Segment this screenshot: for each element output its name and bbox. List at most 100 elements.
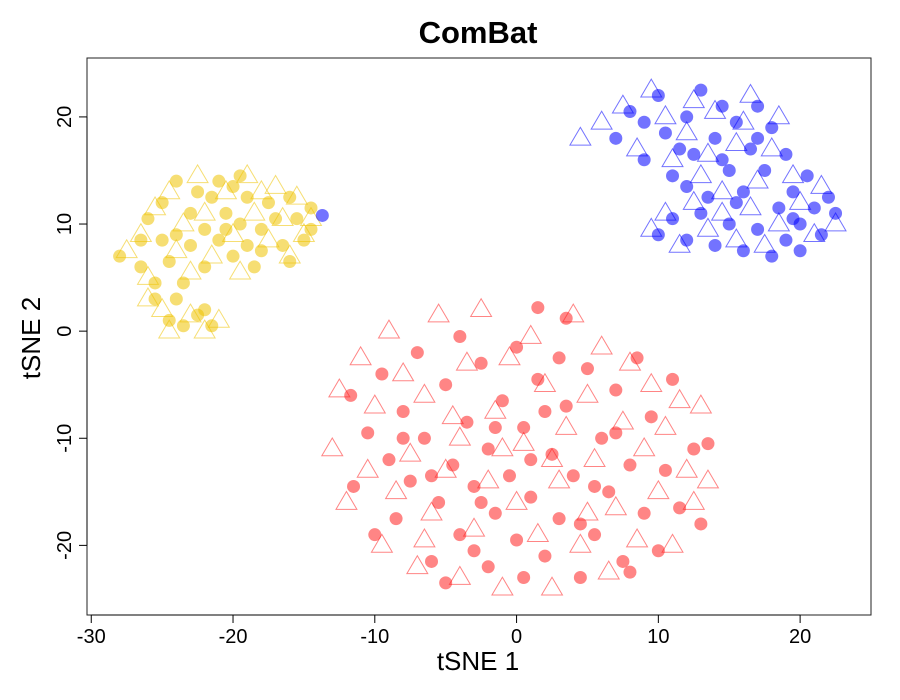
series-1-triangle-point-22	[654, 201, 677, 221]
series-2-triangle-point-18	[455, 351, 479, 371]
series-0-circle-point-2	[141, 212, 155, 226]
series-1-triangle-point-30	[767, 212, 791, 232]
series-1-triangle-point-21	[639, 217, 663, 237]
series-1-circle-point-32	[694, 206, 708, 220]
series-2-circle-point-37	[573, 571, 587, 585]
series-1-circle-point-8	[687, 147, 701, 161]
series-1-circle-point-43	[751, 131, 765, 145]
series-1-triangle-point-2	[611, 94, 635, 114]
series-1-triangle-point-8	[689, 163, 713, 184]
y-tick-label-0: -20	[54, 531, 76, 560]
series-2-circle-point-57	[439, 576, 453, 590]
series-0-triangle-point-2	[136, 265, 160, 285]
series-1-triangle-point-31	[682, 88, 706, 109]
series-2-circle-point-21	[481, 442, 495, 456]
series-2-triangle-point-10	[398, 442, 422, 462]
series-1-circle-point-9	[694, 83, 708, 97]
series-2-triangle-point-36	[583, 447, 606, 468]
series-0-circle-point-13	[183, 238, 197, 252]
series-1-triangle-point-4	[639, 78, 663, 98]
series-1-circle-point-3	[637, 153, 651, 167]
series-0-triangle-point-5	[157, 179, 181, 200]
series-0-triangle-point-12	[207, 308, 231, 328]
series-1-circle-point-20	[772, 201, 786, 215]
series-0-circle-point-22	[219, 206, 233, 220]
series-2-circle-point-43	[616, 554, 630, 568]
series-1-circle-point-21	[779, 147, 793, 161]
y-axis-label: tSNE 2	[16, 297, 46, 379]
series-1-triangle-point-13	[746, 169, 769, 189]
series-1-circle-point-33	[708, 238, 722, 252]
series-2-triangle-point-38	[597, 560, 621, 580]
series-2-triangle-point-55	[448, 426, 472, 446]
series-2-circle-point-65	[396, 431, 410, 445]
series-1-circle-point-37	[765, 249, 779, 263]
series-2-triangle-point-49	[675, 458, 699, 478]
series-2-triangle-point-24	[498, 345, 521, 366]
series-2-circle-point-31	[538, 549, 552, 563]
series-0-circle-point-29	[247, 260, 261, 274]
series-2-circle-point-48	[651, 544, 665, 558]
series-0-triangle-point-19	[257, 228, 280, 248]
series-2-triangle-point-3	[349, 345, 372, 366]
series-2-circle-point-42	[609, 383, 623, 397]
series-1-triangle-point-28	[739, 195, 762, 216]
series-2-triangle-point-25	[505, 490, 528, 510]
series-2-circle-point-0	[344, 388, 358, 402]
series-2-circle-point-49	[658, 463, 672, 477]
series-0-triangle-point-4	[150, 297, 174, 318]
series-0-triangle-point-7	[172, 212, 195, 232]
series-2-triangle-point-40	[611, 410, 635, 430]
series-0-circle-point-39	[304, 222, 318, 236]
series-2-triangle-point-13	[420, 501, 443, 521]
series-2-circle-point-61	[588, 479, 602, 493]
chart-title: ComBat	[419, 15, 538, 50]
series-0-circle-point-35	[283, 255, 297, 269]
series-0-circle-point-45	[219, 222, 233, 236]
series-0-circle-point-17	[198, 260, 212, 274]
series-2-triangle-point-2	[335, 490, 358, 510]
series-2-triangle-point-52	[696, 469, 720, 489]
series-1-triangle-point-25	[696, 217, 720, 237]
series-2-triangle-point-27	[519, 324, 543, 344]
series-2-triangle-point-0	[320, 436, 344, 457]
series-2-triangle-point-16	[441, 404, 465, 425]
series-1-circle-point-2	[623, 105, 637, 119]
series-2-triangle-point-31	[547, 469, 571, 489]
series-0-circle-point-37	[297, 233, 311, 247]
series-0-circle-point-31	[261, 196, 275, 210]
series-2-circle-point-20	[481, 560, 495, 574]
series-2-triangle-point-39	[604, 495, 628, 516]
series-1-triangle-point-1	[590, 110, 613, 130]
series-2-circle-point-60	[552, 351, 566, 365]
series-1-triangle-point-5	[654, 104, 677, 125]
series-2-circle-point-40	[595, 431, 609, 445]
series-1-circle-point-41	[673, 142, 687, 156]
series-1-triangle-point-14	[760, 137, 784, 157]
x-tick-label-1: -20	[219, 626, 248, 648]
series-1-triangle-point-16	[781, 163, 805, 184]
series-0-circle-point-30	[254, 222, 268, 236]
y-tick-label-1: -10	[54, 424, 76, 453]
series-2-circle-point-2	[361, 426, 375, 440]
series-0-circle-point-7	[162, 255, 176, 269]
series-2-triangle-point-35	[576, 383, 599, 403]
series-2-triangle-point-53	[491, 436, 514, 457]
series-2-triangle-point-12	[413, 383, 436, 403]
series-1-circle-point-13	[722, 163, 736, 177]
series-1-triangle-point-6	[661, 147, 684, 168]
series-0-triangle-point-11	[200, 244, 224, 264]
series-2-circle-point-68	[573, 517, 587, 531]
series-2-circle-point-35	[559, 399, 573, 413]
series-1-circle-point-17	[751, 99, 765, 113]
series-2-circle-point-1	[347, 479, 361, 493]
series-2-circle-point-18	[467, 479, 481, 493]
series-1-triangle-point-29	[753, 233, 776, 253]
series-0-circle-point-10	[176, 276, 190, 290]
series-2-circle-point-25	[510, 340, 524, 354]
series-0-circle-point-16	[198, 222, 212, 236]
series-2-circle-point-17	[460, 415, 474, 429]
series-2-triangle-point-30	[540, 576, 564, 596]
series-2-circle-point-67	[474, 496, 488, 510]
series-1-circle-point-36	[751, 222, 765, 236]
